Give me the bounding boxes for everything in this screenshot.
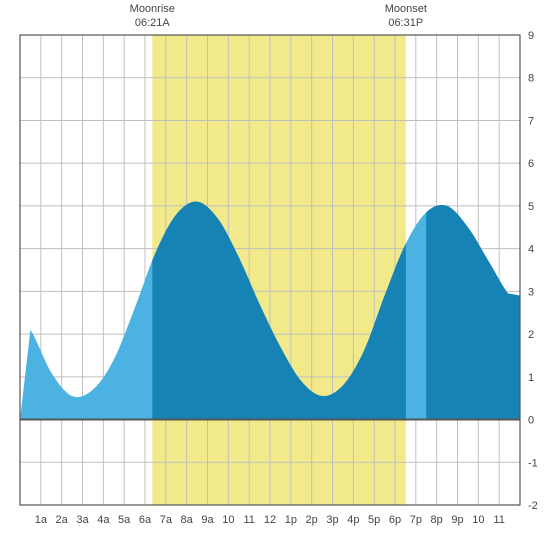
svg-text:1a: 1a: [35, 514, 48, 526]
svg-text:3a: 3a: [76, 514, 89, 526]
moonset-annotation: Moonset 06:31P: [376, 2, 436, 31]
svg-text:9a: 9a: [201, 514, 214, 526]
chart-svg: -2-101234567891a2a3a4a5a6a7a8a9a1011121p…: [0, 0, 550, 550]
svg-text:8p: 8p: [431, 514, 443, 526]
svg-text:2p: 2p: [306, 514, 318, 526]
svg-text:12: 12: [264, 514, 276, 526]
svg-text:7: 7: [528, 115, 534, 127]
moonset-time: 06:31P: [376, 16, 436, 30]
svg-text:6p: 6p: [389, 514, 401, 526]
svg-text:2: 2: [528, 329, 534, 341]
svg-text:2a: 2a: [56, 514, 69, 526]
svg-text:6: 6: [528, 158, 534, 170]
moonrise-label: Moonrise: [122, 2, 182, 16]
tide-chart: -2-101234567891a2a3a4a5a6a7a8a9a1011121p…: [0, 0, 550, 550]
svg-text:7p: 7p: [410, 514, 422, 526]
svg-text:11: 11: [493, 514, 504, 526]
svg-text:0: 0: [528, 415, 534, 427]
svg-text:4p: 4p: [347, 514, 359, 526]
svg-text:10: 10: [472, 514, 484, 526]
svg-text:5: 5: [528, 201, 534, 213]
svg-text:3: 3: [528, 286, 534, 298]
moonrise-time: 06:21A: [122, 16, 182, 30]
svg-text:-1: -1: [528, 457, 538, 469]
svg-text:9p: 9p: [451, 514, 463, 526]
svg-text:3p: 3p: [326, 514, 338, 526]
svg-text:10: 10: [222, 514, 234, 526]
moonset-label: Moonset: [376, 2, 436, 16]
svg-text:1: 1: [528, 372, 534, 384]
svg-text:-2: -2: [528, 500, 538, 512]
svg-text:4: 4: [528, 244, 534, 256]
svg-text:1p: 1p: [285, 514, 297, 526]
svg-text:9: 9: [528, 30, 534, 42]
svg-text:6a: 6a: [139, 514, 152, 526]
moonrise-annotation: Moonrise 06:21A: [122, 2, 182, 31]
svg-text:8a: 8a: [181, 514, 194, 526]
svg-text:8: 8: [528, 73, 534, 85]
svg-text:11: 11: [243, 514, 254, 526]
svg-text:5a: 5a: [118, 514, 131, 526]
svg-text:4a: 4a: [97, 514, 110, 526]
svg-text:5p: 5p: [368, 514, 380, 526]
svg-text:7a: 7a: [160, 514, 173, 526]
